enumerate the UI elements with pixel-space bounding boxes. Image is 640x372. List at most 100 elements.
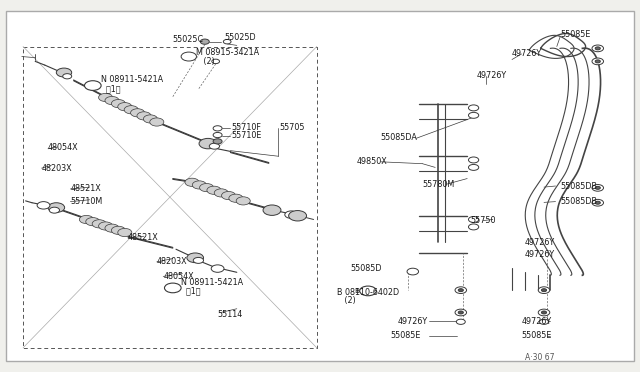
Circle shape (200, 183, 214, 192)
Circle shape (213, 139, 222, 144)
Circle shape (223, 39, 231, 44)
Circle shape (118, 228, 132, 237)
Circle shape (541, 289, 547, 292)
Text: 48521X: 48521X (128, 233, 159, 242)
Circle shape (187, 253, 204, 263)
Circle shape (263, 205, 281, 215)
Circle shape (592, 185, 604, 191)
Circle shape (207, 186, 221, 194)
Circle shape (455, 309, 467, 316)
Circle shape (595, 186, 600, 189)
Text: 55085DA: 55085DA (381, 133, 418, 142)
Circle shape (540, 319, 548, 324)
Text: 55114: 55114 (218, 310, 243, 319)
Text: 48203X: 48203X (157, 257, 188, 266)
Circle shape (143, 115, 157, 123)
Text: 55085DB: 55085DB (560, 182, 597, 190)
Text: 55085E: 55085E (522, 331, 552, 340)
Text: 55085D: 55085D (351, 264, 382, 273)
Text: 49726Y: 49726Y (398, 317, 428, 326)
Circle shape (456, 319, 465, 324)
Text: 55025C: 55025C (173, 35, 204, 44)
Text: (2): (2) (337, 296, 356, 305)
Text: B: B (355, 288, 360, 294)
Circle shape (92, 220, 106, 228)
Circle shape (468, 164, 479, 170)
Circle shape (181, 52, 196, 61)
Circle shape (541, 311, 547, 314)
Circle shape (595, 60, 600, 63)
Text: 55085E: 55085E (560, 30, 590, 39)
Text: 48054X: 48054X (163, 272, 194, 280)
Circle shape (455, 287, 467, 294)
Circle shape (221, 192, 236, 200)
Circle shape (37, 202, 50, 209)
Circle shape (468, 157, 479, 163)
Text: 55025D: 55025D (224, 33, 255, 42)
Circle shape (592, 45, 604, 52)
Circle shape (213, 126, 222, 131)
Circle shape (105, 224, 119, 232)
Circle shape (212, 59, 220, 64)
Text: 55780M: 55780M (422, 180, 454, 189)
Circle shape (468, 105, 479, 111)
Circle shape (458, 289, 463, 292)
Circle shape (468, 112, 479, 118)
Circle shape (229, 194, 243, 202)
Circle shape (538, 287, 550, 294)
Circle shape (592, 199, 604, 206)
Circle shape (118, 103, 132, 111)
Circle shape (595, 47, 600, 50)
Circle shape (285, 211, 298, 218)
Circle shape (79, 215, 93, 224)
Circle shape (213, 132, 222, 138)
Text: 49726Y: 49726Y (512, 49, 542, 58)
Text: 55085E: 55085E (390, 331, 420, 340)
Circle shape (185, 178, 199, 186)
Circle shape (124, 106, 138, 114)
Text: 49726Y: 49726Y (525, 250, 555, 259)
Circle shape (99, 222, 113, 230)
Circle shape (595, 201, 600, 204)
Circle shape (111, 226, 125, 234)
Circle shape (214, 189, 228, 197)
Text: 48203X: 48203X (42, 164, 72, 173)
Text: 55710F: 55710F (232, 123, 262, 132)
Circle shape (131, 109, 145, 117)
Text: 49850X: 49850X (357, 157, 388, 166)
Circle shape (200, 39, 209, 44)
Circle shape (192, 181, 206, 189)
Circle shape (289, 211, 307, 221)
Circle shape (209, 143, 220, 149)
Text: 48054X: 48054X (48, 143, 79, 152)
Circle shape (105, 96, 119, 105)
Text: 55710M: 55710M (70, 197, 102, 206)
Circle shape (63, 74, 72, 79)
Circle shape (468, 224, 479, 230)
Circle shape (468, 217, 479, 222)
Text: 49726Y: 49726Y (477, 71, 507, 80)
Circle shape (84, 81, 101, 90)
Circle shape (111, 100, 125, 108)
Text: A·30 67: A·30 67 (525, 353, 554, 362)
Circle shape (538, 309, 550, 316)
Circle shape (407, 268, 419, 275)
Circle shape (48, 203, 65, 212)
Circle shape (592, 58, 604, 65)
Text: 55705: 55705 (280, 123, 305, 132)
Text: B 08110-6402D: B 08110-6402D (337, 288, 399, 296)
Text: 55710E: 55710E (232, 131, 262, 140)
Text: N 08911-5421A: N 08911-5421A (101, 76, 163, 84)
Text: (2): (2) (196, 57, 215, 66)
Text: 49726Y: 49726Y (522, 317, 552, 326)
Circle shape (86, 218, 100, 226)
Circle shape (360, 286, 376, 296)
Circle shape (458, 311, 463, 314)
Circle shape (193, 257, 204, 263)
Circle shape (150, 118, 164, 126)
Circle shape (137, 112, 151, 120)
Text: M 08915-3421A: M 08915-3421A (196, 48, 260, 57)
Text: N 08911-5421A: N 08911-5421A (181, 278, 243, 287)
Circle shape (164, 283, 181, 293)
Circle shape (236, 197, 250, 205)
